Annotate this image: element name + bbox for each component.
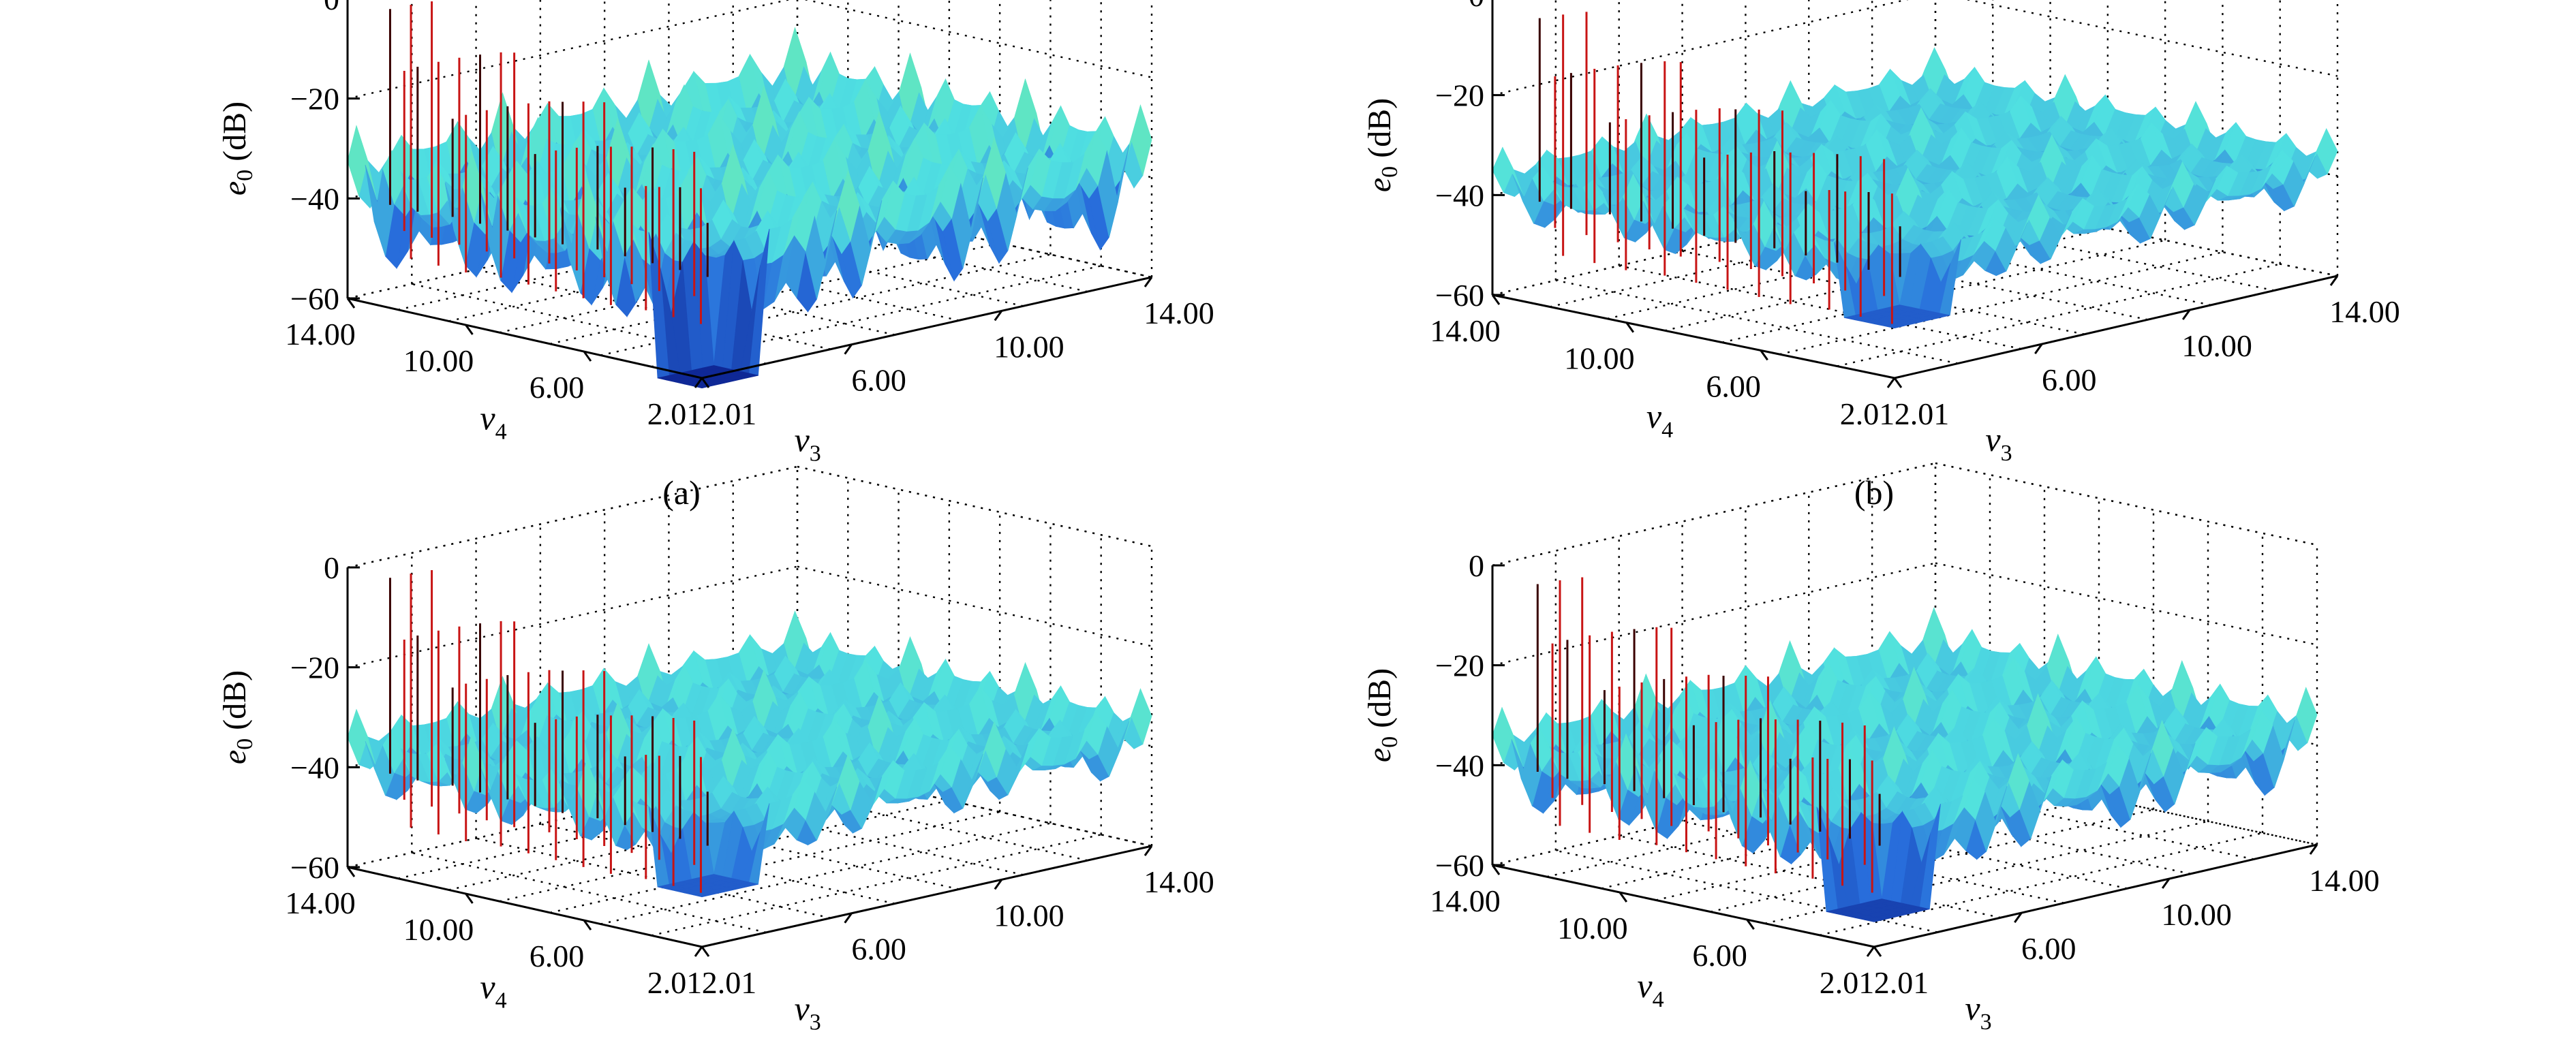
v4-tick-label: 10.00 <box>1564 341 1635 376</box>
v4-axis-label-sub: 4 <box>1661 418 1673 443</box>
v3-axis-label-main: v <box>1985 420 2001 458</box>
axis-line-v4 <box>348 298 702 378</box>
v4-tick-label: 14.00 <box>285 317 356 351</box>
z-tick-label: 0 <box>1469 0 1484 13</box>
grid-line-z <box>797 0 1152 78</box>
v4-tick-label: 6.00 <box>1706 369 1761 403</box>
grid-top-edge <box>348 467 797 567</box>
v4-axis-label-main: v <box>1646 397 1662 435</box>
v4-tick-label: 14.00 <box>1430 313 1501 348</box>
v4-axis-label-main: v <box>480 399 495 437</box>
z-axis-label: e0 (dB) <box>1362 98 1402 192</box>
z-axis-label-unit: (dB) <box>217 101 253 170</box>
v4-axis-label-sub: 4 <box>495 420 507 445</box>
v3-tick-label: 6.00 <box>2042 362 2097 397</box>
z-tick-label: 0 <box>324 0 339 16</box>
v4-tick-label: 10.00 <box>403 343 474 378</box>
v3-axis-label-sub: 3 <box>2001 441 2012 466</box>
v3-axis-label-sub: 3 <box>810 441 821 466</box>
grid-line-z <box>797 567 1152 646</box>
subplot-caption: (b) <box>1854 473 1894 512</box>
v4-tick-label: 2.01 <box>1840 396 1895 431</box>
grid-top-edge <box>797 467 1152 546</box>
v3-tick-label: 10.00 <box>2181 328 2252 363</box>
z-axis-label-unit: (dB) <box>1362 98 1398 166</box>
z-axis-label-main: e <box>1362 178 1398 192</box>
z-tick-label: −20 <box>290 82 339 116</box>
v3-tick-label: 2.01 <box>702 396 757 431</box>
v3-tick-label: 2.01 <box>1895 396 1950 431</box>
v3-tick-label: 6.00 <box>851 363 906 398</box>
z-axis-label-sub: 0 <box>232 170 258 181</box>
v4-axis-label: v4 <box>1646 397 1673 443</box>
subplot-c: 0−20−40−602.016.0010.0014.002.016.0010.0… <box>217 467 1214 1046</box>
z-tick-label: −40 <box>290 181 339 216</box>
grid-line-z <box>348 567 797 668</box>
grid-line-z <box>1935 0 2337 76</box>
z-axis-label-sub: 0 <box>1377 166 1402 178</box>
axis-line-v3 <box>1895 276 2337 378</box>
v3-tick-label: 14.00 <box>1144 296 1214 330</box>
v3-axis-label-main: v <box>795 420 810 458</box>
v3-tick-label: 10.00 <box>994 329 1064 364</box>
v3-axis-label: v3 <box>795 420 821 466</box>
subplot-caption: (a) <box>662 473 701 512</box>
grid-line-z <box>1492 0 1935 95</box>
subplot-b: 0 −20 −40 −60 2.01 6.00 10.00 14.00 2.01 6.00 10.0… <box>1362 0 2400 512</box>
z-axis-label-main: e <box>217 181 253 195</box>
z-axis-label: e0 (dB) <box>217 101 258 195</box>
v3-axis-label: v3 <box>1985 420 2012 466</box>
subplot-a: 0 −20 −40 −60 2.01 6.00 10.00 14.00 2.01 6.00 10.0… <box>217 0 1214 512</box>
z-tick-label: −60 <box>290 281 339 316</box>
surface-mesh <box>1492 48 2337 328</box>
v3-tick-label: 14.00 <box>2329 294 2400 329</box>
axis-line-v4 <box>1492 295 1895 378</box>
v4-tick-label: 6.00 <box>530 370 585 405</box>
v3-tick <box>1888 378 1895 388</box>
v4-tick <box>1895 378 1901 388</box>
surface-mesh <box>348 612 1152 897</box>
v4-tick-label: 2.01 <box>647 396 703 431</box>
v4-axis-label: v4 <box>480 399 506 445</box>
floor-grid-line <box>1619 266 2021 349</box>
z-tick-label: −40 <box>1435 178 1484 213</box>
z-tick-label: −20 <box>1435 78 1484 113</box>
z-tick-label: −60 <box>1435 278 1484 313</box>
